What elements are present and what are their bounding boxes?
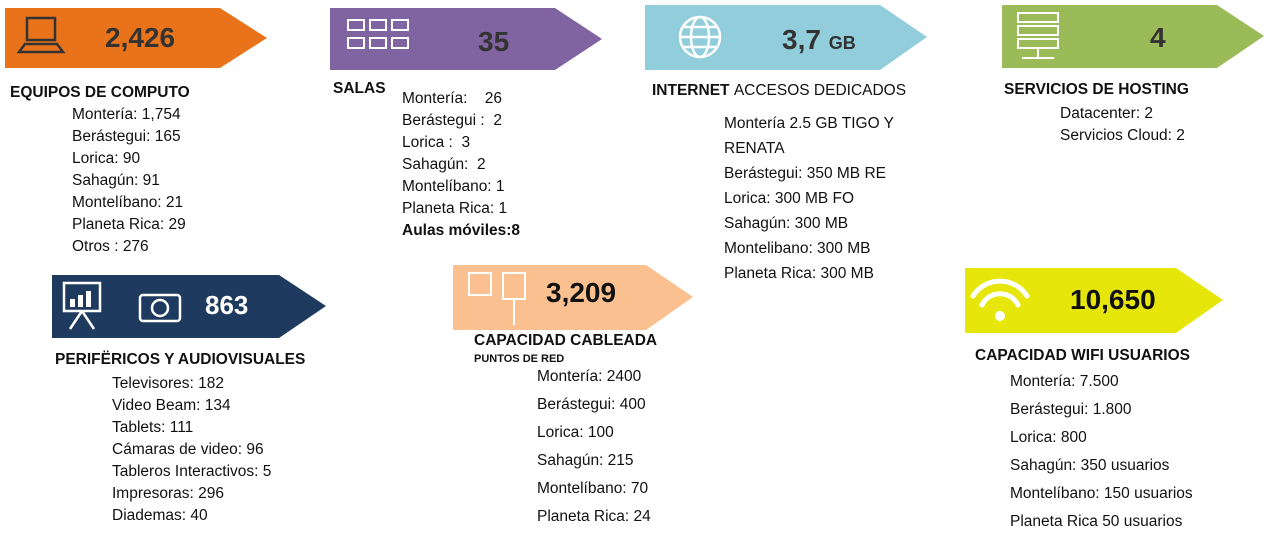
list-item: Berástegui : 2 xyxy=(402,112,502,129)
title-rest: ACCESOS DEDICADOS xyxy=(733,82,907,99)
list-item: Montelíbano: 70 xyxy=(537,480,649,497)
list-item: Tablets: 111 xyxy=(112,419,194,436)
list-item: Diademas: 40 xyxy=(112,507,208,524)
banner-arrow xyxy=(965,268,1223,333)
title: CAPACIDAD WIFI USUARIOS xyxy=(975,347,1190,364)
list-item: Planeta Rica 50 usuarios xyxy=(1010,513,1183,530)
list-item: Video Beam: 134 xyxy=(112,397,231,414)
list-item: Montería: 7.500 xyxy=(1010,373,1119,390)
title: EQUIPOS DE COMPUTO xyxy=(10,84,190,101)
list-item: Lorica: 90 xyxy=(72,150,141,167)
list-item: Planeta Rica: 24 xyxy=(537,508,651,525)
list-item: Planeta Rica: 1 xyxy=(402,200,508,217)
value: 3,209 xyxy=(546,277,617,308)
list-item: Montelíbano: 21 xyxy=(72,194,184,211)
list-item: Lorica: 300 MB FO xyxy=(724,190,855,207)
list-item: Planeta Rica: 300 MB xyxy=(724,265,874,282)
title: SERVICIOS DE HOSTING xyxy=(1004,81,1189,98)
list-item: Aulas móviles:8 xyxy=(402,222,521,239)
list-item: Lorica: 100 xyxy=(537,424,614,441)
banner-arrow xyxy=(330,8,602,70)
list-item: Lorica: 800 xyxy=(1010,429,1087,446)
title: PERIFËRICOS Y AUDIOVISUALES xyxy=(55,351,306,368)
list-item: Montelíbano: 150 usuarios xyxy=(1010,485,1193,502)
list-item: Otros : 276 xyxy=(72,238,149,255)
list-item: Planeta Rica: 29 xyxy=(72,216,186,233)
list-item: Berástegui: 1.800 xyxy=(1010,401,1132,418)
value: 863 xyxy=(205,290,249,320)
value: 2,426 xyxy=(105,22,176,53)
value: 4 xyxy=(1150,22,1166,53)
value-unit: GB xyxy=(828,33,856,53)
list-item: Montelibano: 300 MB xyxy=(724,240,871,257)
list-item: Montería: 2400 xyxy=(537,368,642,385)
value: 35 xyxy=(478,26,510,57)
list-item: Lorica : 3 xyxy=(402,134,471,151)
list-item: Servicios Cloud: 2 xyxy=(1060,127,1185,144)
banner-arrow xyxy=(453,265,693,330)
list-item: Berástegui: 400 xyxy=(537,396,646,413)
list-item: Sahagún: 215 xyxy=(537,452,634,469)
list-item: Tableros Interactivos: 5 xyxy=(112,463,272,480)
list-item: Sahagún: 300 MB xyxy=(724,215,849,232)
list-item: Sahagún: 350 usuarios xyxy=(1010,457,1170,474)
title-bold: INTERNET xyxy=(652,82,730,99)
list-item: Sahagún: 91 xyxy=(72,172,160,189)
banner-arrow xyxy=(52,275,326,338)
banner-arrow xyxy=(5,8,267,68)
banner-arrow xyxy=(1002,5,1264,68)
subtitle: PUNTOS DE RED xyxy=(474,353,565,365)
title: INTERNET ACCESOS DEDICADOS xyxy=(652,82,906,100)
list-item: Montelíbano: 1 xyxy=(402,178,505,195)
list-item: Impresoras: 296 xyxy=(112,485,224,502)
list-item: Montería 2.5 GB TIGO Y RENATA xyxy=(724,115,894,157)
value: 10,650 xyxy=(1070,284,1156,315)
value: 3,7 GB xyxy=(782,24,856,56)
list-item: Montería: 1,754 xyxy=(72,106,181,123)
list-item: Televisores: 182 xyxy=(112,375,225,392)
list-item: Berástegui: 350 MB RE xyxy=(724,165,886,182)
list-item: Cámaras de video: 96 xyxy=(112,441,264,458)
list-item: Sahagún: 2 xyxy=(402,156,486,173)
list-item: Berástegui: 165 xyxy=(72,128,181,145)
title: CAPACIDAD CABLEADA xyxy=(474,332,658,349)
list-item: Datacenter: 2 xyxy=(1060,105,1154,122)
title: SALAS xyxy=(333,80,386,97)
value-number: 3,7 xyxy=(782,24,821,55)
list-item: Montería: 26 xyxy=(402,90,502,107)
banner-arrow xyxy=(645,5,927,70)
